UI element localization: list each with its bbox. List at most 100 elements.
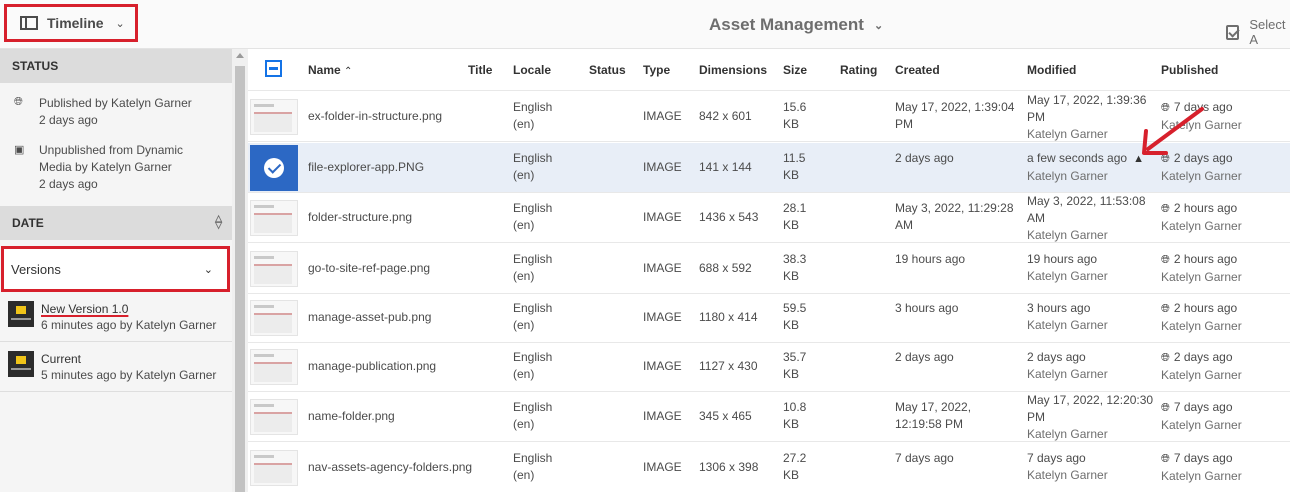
col-dimensions[interactable]: Dimensions — [699, 63, 768, 77]
version-item[interactable]: Current 5 minutes ago by Katelyn Garner — [0, 342, 232, 392]
col-published[interactable]: Published — [1161, 63, 1219, 77]
asset-published-by: Katelyn Garner — [1161, 469, 1242, 483]
asset-locale: English (en) — [513, 301, 553, 332]
asset-modified-by: Katelyn Garner — [1027, 367, 1108, 381]
asset-thumbnail[interactable] — [250, 99, 298, 135]
asset-locale: English (en) — [513, 350, 553, 381]
asset-modified-cell: 19 hours ago Katelyn Garner — [1027, 251, 1157, 285]
asset-type: IMAGE — [643, 460, 682, 474]
asset-type: IMAGE — [643, 160, 682, 174]
col-size[interactable]: Size — [783, 63, 808, 77]
asset-name[interactable]: file-explorer-app.PNG — [308, 160, 425, 174]
table-row[interactable]: manage-asset-pub.png English (en) IMAGE 118… — [248, 293, 1290, 343]
globe-icon: 🌐︎ — [14, 96, 23, 108]
timeline-panel: STATUS 🌐︎ Published by Katelyn Garner 2 … — [0, 49, 232, 492]
asset-thumbnail[interactable] — [250, 200, 298, 236]
scrollbar-thumb[interactable] — [235, 66, 245, 492]
asset-name[interactable]: folder-structure.png — [308, 210, 413, 224]
asset-name[interactable]: go-to-site-ref-page.png — [308, 261, 431, 275]
timeline-rail-toggle[interactable]: Timeline ⌄ — [4, 4, 138, 42]
asset-dimensions: 345 x 465 — [699, 409, 752, 423]
asset-published-cell: 🌐︎ 2 hours ago Katelyn Garner — [1161, 251, 1276, 286]
chevron-down-icon: ⌄ — [873, 19, 884, 32]
asset-thumbnail[interactable] — [250, 300, 298, 336]
asset-size: 11.5 KB — [783, 151, 806, 182]
asset-created: May 17, 2022, 1:39:04 PM — [895, 100, 1015, 131]
status-item[interactable]: ▣ Unpublished from Dynamic Media by Kate… — [0, 142, 232, 193]
asset-modified-cell: 3 hours ago Katelyn Garner — [1027, 300, 1157, 334]
asset-name[interactable]: manage-publication.png — [308, 359, 437, 373]
top-bar: Timeline ⌄ Asset Management ⌄ Select A — [0, 0, 1290, 49]
globe-icon: 🌐︎ — [1161, 453, 1170, 465]
asset-size: 15.6 KB — [783, 100, 807, 131]
col-title[interactable]: Title — [468, 63, 493, 77]
col-status[interactable]: Status — [589, 63, 626, 77]
asset-locale: English (en) — [513, 100, 553, 131]
version-item[interactable]: New Version 1.0 6 minutes ago by Katelyn… — [0, 292, 232, 342]
date-header[interactable]: DATE △ ▽ — [0, 206, 232, 240]
asset-published-cell: 🌐︎ 2 days ago Katelyn Garner — [1161, 150, 1276, 185]
table-row[interactable]: manage-publication.png English (en) IMAGE 1… — [248, 342, 1290, 392]
asset-published: 2 hours ago — [1173, 201, 1238, 215]
asset-type: IMAGE — [643, 310, 682, 324]
status-text: Published by Katelyn Garner — [39, 96, 192, 110]
asset-locale: English (en) — [513, 201, 553, 232]
asset-published-by: Katelyn Garner — [1161, 418, 1242, 432]
asset-modified: May 17, 2022, 1:39:36 PM — [1027, 93, 1147, 124]
asset-name[interactable]: name-folder.png — [308, 409, 395, 423]
globe-icon: 🌐︎ — [1161, 254, 1170, 266]
col-name[interactable]: Name ⌃ — [308, 63, 353, 77]
select-all-button[interactable]: Select A — [1226, 17, 1290, 47]
asset-modified: 2 days ago — [1027, 350, 1086, 364]
table-row[interactable]: ex-folder-in-structure.png English (en) IM… — [248, 92, 1290, 142]
app-title-dropdown[interactable]: Asset Management ⌄ — [709, 15, 883, 35]
select-all-checkbox[interactable] — [265, 60, 282, 77]
asset-modified: May 17, 2022, 12:20:30 PM — [1027, 393, 1154, 424]
col-modified[interactable]: Modified — [1027, 63, 1077, 77]
asset-published: 2 days ago — [1173, 151, 1233, 165]
asset-size: 35.7 KB — [783, 350, 807, 381]
asset-thumbnail[interactable] — [250, 450, 298, 486]
col-rating[interactable]: Rating — [840, 63, 878, 77]
chevron-down-icon: ⌄ — [203, 263, 213, 276]
asset-thumbnail-selected[interactable] — [250, 145, 298, 191]
asset-published-by: Katelyn Garner — [1161, 270, 1242, 284]
annotation-arrow — [1142, 107, 1204, 155]
asset-created: May 3, 2022, 11:29:28 AM — [895, 201, 1014, 232]
table-row[interactable]: nav-assets-agency-folders.png English (en… — [248, 443, 1290, 492]
asset-name[interactable]: manage-asset-pub.png — [308, 310, 432, 324]
checkbox-icon — [1226, 24, 1240, 40]
col-type[interactable]: Type — [643, 63, 671, 77]
globe-icon: 🌐︎ — [1161, 203, 1170, 215]
asset-published-cell: 🌐︎ 2 days ago Katelyn Garner — [1161, 349, 1276, 384]
table-row[interactable]: folder-structure.png English (en) IMAGE 143… — [248, 193, 1290, 243]
asset-created: 3 hours ago — [895, 301, 959, 315]
status-item[interactable]: 🌐︎ Published by Katelyn Garner 2 days ag… — [0, 95, 232, 129]
asset-name[interactable]: ex-folder-in-structure.png — [308, 109, 443, 123]
asset-modified: a few seconds ago ▲ — [1027, 151, 1144, 165]
table-row[interactable]: file-explorer-app.PNG English (en) IMAGE 14… — [248, 143, 1290, 193]
asset-type: IMAGE — [643, 359, 682, 373]
asset-modified-cell: 7 days ago Katelyn Garner — [1027, 450, 1157, 484]
versions-dropdown[interactable]: Versions ⌄ — [1, 246, 230, 292]
status-time: 2 days ago — [39, 113, 98, 127]
rail-label: Timeline — [47, 15, 104, 31]
col-locale[interactable]: Locale — [513, 63, 552, 77]
asset-thumbnail[interactable] — [250, 349, 298, 385]
asset-name[interactable]: nav-assets-agency-folders.png — [308, 460, 473, 474]
app-title: Asset Management — [709, 15, 864, 34]
asset-thumbnail[interactable] — [250, 251, 298, 287]
table-row[interactable]: go-to-site-ref-page.png English (en) IMAGE… — [248, 244, 1290, 294]
rail-icon — [20, 16, 38, 30]
asset-type: IMAGE — [643, 109, 682, 123]
asset-thumbnail[interactable] — [250, 399, 298, 435]
asset-modified-cell: May 3, 2022, 11:53:08 AM Katelyn Garner — [1027, 193, 1157, 244]
chevron-down-icon: ⌄ — [115, 17, 125, 30]
panel-scrollbar[interactable] — [232, 49, 248, 492]
asset-modified-by: Katelyn Garner — [1027, 468, 1108, 482]
col-created[interactable]: Created — [895, 63, 940, 77]
asset-published-by: Katelyn Garner — [1161, 219, 1242, 233]
versions-label: Versions — [11, 261, 61, 277]
table-row[interactable]: name-folder.png English (en) IMAGE 345 x 46… — [248, 392, 1290, 442]
asset-modified-cell: May 17, 2022, 12:20:30 PM Katelyn Garner — [1027, 392, 1157, 443]
